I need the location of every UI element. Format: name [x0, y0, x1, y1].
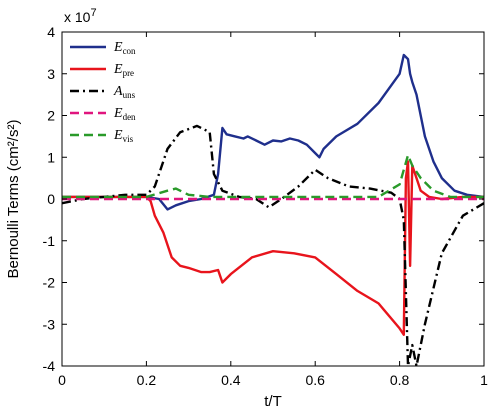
x-tick-label: 0.4	[221, 372, 241, 388]
axes: 0 0.2 0.4 0.6 0.8 1 -4 -3 -2 -1 0 1 2 3 4	[43, 24, 489, 388]
series-line-e-vis	[62, 154, 484, 199]
legend-label-subscript: pre	[123, 68, 135, 78]
legend-label-e-pre: Epre	[113, 62, 134, 78]
y-tick-label: 2	[47, 108, 55, 124]
legend-label-e-con: Econ	[113, 40, 136, 56]
legend-label-main: E	[113, 106, 123, 121]
legend-label-e-vis: Evis	[113, 128, 134, 144]
x-tick-label: 0.8	[390, 372, 410, 388]
y-tick-label: 1	[47, 149, 55, 165]
y-tick-label: 4	[47, 24, 55, 40]
y-tick-label: 3	[47, 66, 55, 82]
y-multiplier-label: x 107	[64, 7, 97, 25]
series-line-e-con	[62, 53, 484, 211]
x-axis-label: t/T	[264, 393, 282, 410]
y-tick-label: -4	[43, 358, 56, 374]
y-tick-label: -1	[43, 233, 56, 249]
legend-label-subscript: den	[123, 112, 136, 122]
series-lines	[62, 53, 484, 366]
y-multiplier-exponent: 7	[90, 7, 96, 19]
legend-label-main: A	[113, 84, 123, 99]
x-tick-label: 1	[480, 372, 488, 388]
plot-area	[62, 53, 484, 366]
y-tick-label: 0	[47, 191, 55, 207]
legend-label-subscript: uns	[123, 90, 136, 100]
series-line-a-uns	[62, 124, 484, 366]
x-tick-label: 0	[58, 372, 66, 388]
legend-label-e-den: Eden	[113, 106, 136, 122]
x-tick-label: 0.6	[305, 372, 325, 388]
y-tick-label: -2	[43, 275, 56, 291]
y-tick-label: -3	[43, 316, 56, 332]
legend-label-subscript: vis	[123, 134, 134, 144]
legend-label-main: E	[113, 40, 123, 55]
y-axis-label: Bernoulli Terms (cm²/s²)	[5, 120, 22, 279]
series-line-e-pre	[62, 160, 484, 336]
legend-label-a-uns: Auns	[113, 84, 136, 100]
y-multiplier-base: x 10	[64, 9, 91, 25]
legend-label-main: E	[113, 128, 123, 143]
x-tick-label: 0.2	[137, 372, 157, 388]
legend-label-subscript: con	[123, 46, 136, 56]
legend-label-main: E	[113, 62, 123, 77]
